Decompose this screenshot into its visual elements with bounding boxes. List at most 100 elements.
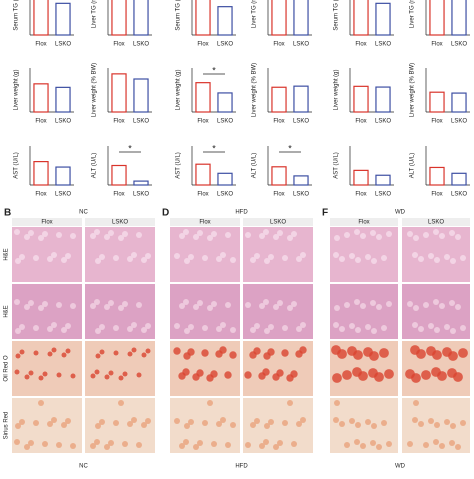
- tissue-feature: [24, 304, 30, 310]
- tissue-feature: [254, 253, 260, 259]
- tissue-feature: [201, 349, 209, 357]
- tissue-feature: [254, 418, 260, 424]
- tissue-feature: [349, 418, 355, 424]
- tissue-feature: [174, 253, 180, 259]
- tissue-feature: [334, 400, 340, 406]
- tissue-feature: [173, 347, 181, 355]
- x-tick-label: Flox: [113, 119, 124, 125]
- tissue-feature: [220, 322, 226, 328]
- tissue-feature: [448, 351, 458, 361]
- x-tick-label: LSKO: [293, 192, 309, 198]
- tissue-feature: [211, 441, 217, 447]
- tissue-feature: [268, 254, 274, 260]
- tissue-feature: [407, 441, 413, 447]
- tissue-feature: [193, 304, 199, 310]
- tissue-feature: [197, 300, 203, 306]
- tissue-feature: [90, 373, 96, 379]
- column-header: LSKO: [428, 220, 444, 226]
- bar: [451, 172, 467, 186]
- tissue-feature: [277, 230, 283, 236]
- tissue-feature: [65, 253, 71, 259]
- bar: [111, 0, 127, 36]
- tissue-feature: [286, 374, 294, 382]
- tissue-feature: [333, 322, 339, 328]
- tissue-feature: [296, 256, 302, 262]
- tissue-feature: [220, 252, 226, 258]
- tissue-feature: [344, 442, 350, 448]
- y-axis-label: Liver weight (% BW): [252, 63, 258, 117]
- tissue-feature: [70, 233, 76, 239]
- panel-footer: NC: [79, 464, 88, 470]
- y-axis-label: Liver weight (g): [176, 69, 182, 110]
- bar: [353, 85, 369, 113]
- tissue-feature: [282, 420, 288, 426]
- panel-title: WD: [395, 210, 406, 216]
- bar: [293, 175, 309, 186]
- tissue-feature: [273, 234, 279, 240]
- tissue-feature: [455, 234, 461, 240]
- tissue-feature: [28, 370, 34, 376]
- tissue-feature: [455, 304, 461, 310]
- tissue-feature: [287, 400, 293, 406]
- tissue-feature: [371, 258, 377, 264]
- tissue-feature: [174, 418, 180, 424]
- tissue-feature: [15, 353, 21, 359]
- x-tick-label: LSKO: [55, 192, 71, 198]
- bar: [133, 0, 149, 36]
- tissue-feature: [273, 444, 279, 450]
- x-tick-label: LSKO: [217, 192, 233, 198]
- column-header-bg: [85, 218, 155, 226]
- tissue-feature: [131, 322, 137, 328]
- tissue-feature: [296, 421, 302, 427]
- tissue-feature: [65, 323, 71, 329]
- tissue-feature: [188, 419, 194, 425]
- bar: [217, 92, 233, 113]
- tissue-feature: [334, 305, 340, 311]
- x-tick-label: LSKO: [375, 192, 391, 198]
- tissue-feature: [381, 420, 387, 426]
- tissue-feature: [47, 326, 53, 332]
- tissue-feature: [370, 440, 376, 446]
- tissue-feature: [244, 371, 252, 379]
- column-header: LSKO: [112, 220, 128, 226]
- tissue-feature: [15, 328, 21, 334]
- tissue-feature: [449, 300, 455, 306]
- tissue-feature: [122, 371, 128, 377]
- panel-footer: WD: [395, 464, 406, 470]
- column-header: Flox: [358, 220, 369, 226]
- tissue-feature: [95, 258, 101, 264]
- tissue-feature: [127, 421, 133, 427]
- tissue-feature: [259, 303, 265, 309]
- tissue-feature: [230, 327, 236, 333]
- histology-image: [12, 284, 82, 339]
- y-axis-label: Liver TG (mg/: [92, 0, 98, 28]
- tissue-feature: [333, 417, 339, 423]
- tissue-feature: [14, 369, 20, 375]
- tissue-feature: [428, 253, 434, 259]
- tissue-feature: [460, 420, 466, 426]
- tissue-feature: [183, 439, 189, 445]
- tissue-feature: [211, 231, 217, 237]
- tissue-feature: [250, 257, 256, 263]
- tissue-feature: [141, 257, 147, 263]
- tissue-feature: [56, 442, 62, 448]
- bar: [33, 161, 49, 186]
- tissue-feature: [360, 303, 366, 309]
- tissue-feature: [282, 255, 288, 261]
- bar: [353, 169, 369, 186]
- tissue-feature: [455, 444, 461, 450]
- tissue-feature: [70, 443, 76, 449]
- tissue-feature: [90, 443, 96, 449]
- tissue-feature: [184, 423, 190, 429]
- bar: [55, 2, 71, 36]
- tissue-feature: [263, 439, 269, 445]
- tissue-feature: [249, 351, 257, 359]
- tissue-feature: [118, 375, 124, 381]
- tissue-feature: [358, 371, 368, 381]
- tissue-feature: [33, 325, 39, 331]
- x-tick-label: Flox: [355, 119, 366, 125]
- tissue-feature: [188, 254, 194, 260]
- x-tick-label: Flox: [355, 192, 366, 198]
- tissue-feature: [118, 305, 124, 311]
- tissue-feature: [418, 421, 424, 427]
